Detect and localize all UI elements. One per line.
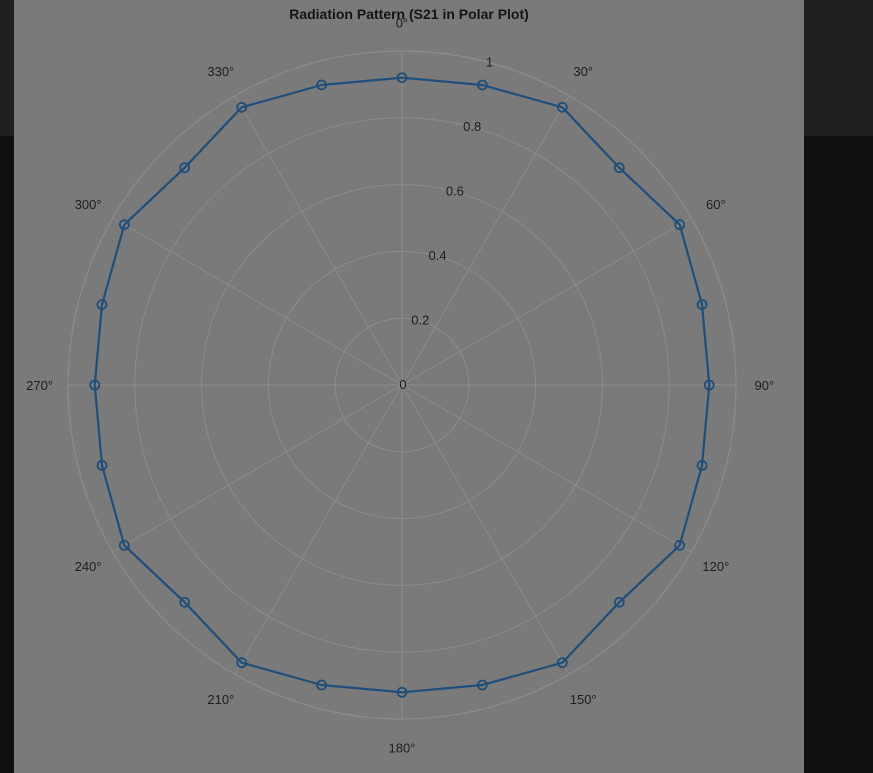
- data-point: [476, 79, 488, 91]
- grid-spoke: [112, 217, 403, 386]
- chart-title: Radiation Pattern (S21 in Polar Plot): [289, 6, 529, 22]
- angle-tick-label: 90°: [755, 378, 775, 393]
- angle-tick-label: 120°: [702, 559, 729, 574]
- data-point: [89, 379, 101, 391]
- data-point: [613, 162, 625, 174]
- angle-tick-label: 60°: [706, 197, 726, 212]
- data-point: [179, 162, 191, 174]
- data-point: [703, 379, 715, 391]
- data-point: [179, 596, 191, 608]
- data-point: [118, 219, 130, 231]
- data-point: [118, 539, 130, 551]
- tick-labels: 0° 30° 60° 90° 120° 150° 180° 210° 240° 270° 300° 3…: [26, 16, 774, 756]
- grid-spoke: [401, 384, 692, 553]
- angle-tick-label: 180°: [389, 740, 416, 755]
- figure-panel: 0° 30° 60° 90° 120° 150° 180° 210° 240° 270° 300° 3…: [14, 0, 804, 773]
- angle-tick-label: 30°: [573, 64, 593, 79]
- data-point: [476, 679, 488, 691]
- data-point: [674, 219, 686, 231]
- data-point: [556, 101, 568, 113]
- radial-tick-label: 0.2: [411, 312, 429, 327]
- data-point: [96, 459, 108, 471]
- series-line: [93, 76, 711, 694]
- angle-tick-label: 270°: [26, 378, 53, 393]
- angle-tick-label: 330°: [207, 64, 234, 79]
- data-point: [316, 679, 328, 691]
- grid-spoke: [401, 384, 570, 675]
- polar-chart: 0° 30° 60° 90° 120° 150° 180° 210° 240° 270° 300° 3…: [26, 16, 774, 756]
- grid-spoke: [112, 384, 403, 553]
- radial-tick-label: 0.8: [463, 119, 481, 134]
- polar-grid: [67, 50, 737, 720]
- data-point: [613, 596, 625, 608]
- grid-spoke: [234, 95, 403, 386]
- radial-tick-label: 0.4: [429, 248, 447, 263]
- data-point: [396, 72, 408, 84]
- data-point: [236, 101, 248, 113]
- data-point: [96, 299, 108, 311]
- data-point: [316, 79, 328, 91]
- data-point: [674, 539, 686, 551]
- data-series: [89, 72, 715, 698]
- grid-spoke: [401, 217, 692, 386]
- data-point: [396, 686, 408, 698]
- angle-tick-label: 300°: [75, 197, 102, 212]
- grid-spoke: [234, 384, 403, 675]
- data-point: [556, 657, 568, 669]
- radial-tick-label: 1: [486, 54, 493, 69]
- angle-tick-label: 150°: [570, 692, 597, 707]
- angle-tick-label: 0°: [396, 16, 408, 31]
- data-point: [696, 299, 708, 311]
- data-point: [236, 657, 248, 669]
- angle-tick-label: 210°: [207, 692, 234, 707]
- grid-spoke: [401, 95, 570, 386]
- radial-tick-label: 0: [399, 377, 406, 392]
- radial-tick-label: 0.6: [446, 183, 464, 198]
- data-point: [696, 459, 708, 471]
- angle-tick-label: 240°: [75, 559, 102, 574]
